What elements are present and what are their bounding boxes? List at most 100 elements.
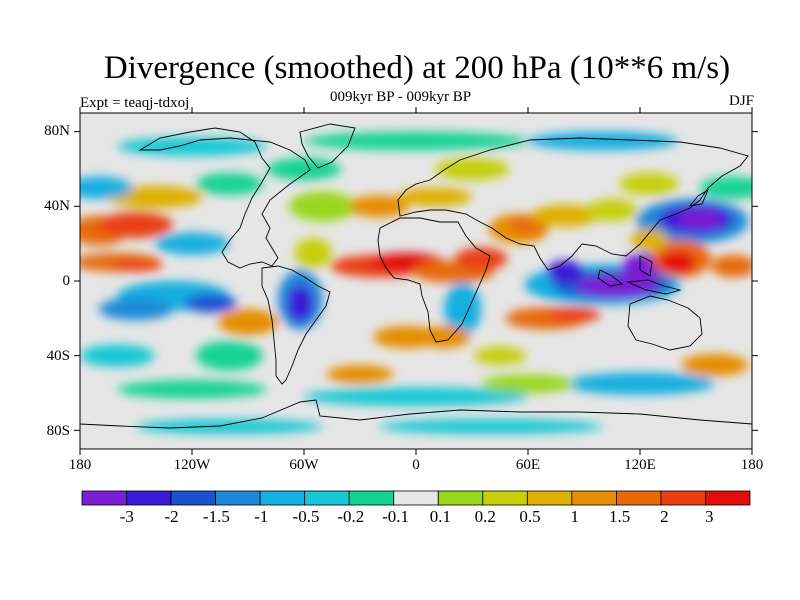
- lon-label-180e: 180: [740, 457, 764, 473]
- colorbar-swatch: [304, 490, 350, 506]
- coast-maritime-continent: [597, 255, 682, 295]
- lat-label-80n: 80N: [44, 123, 70, 139]
- axis-ticks: [74, 107, 758, 455]
- plot-subtitle: 009kyr BP - 009kyr BP: [330, 89, 472, 105]
- field-patch: [619, 172, 680, 196]
- colorbar-swatch: [571, 490, 617, 506]
- colorbar-swatch: [482, 490, 528, 506]
- field-patch: [326, 365, 394, 384]
- season-label: DJF: [728, 93, 754, 109]
- colorbar-label: -0.5: [292, 507, 320, 526]
- field-patch: [195, 340, 263, 371]
- colorbar-label: 3: [704, 507, 714, 526]
- coast-australia: [627, 295, 703, 351]
- field-patch: [218, 309, 278, 336]
- lon-label-0: 0: [412, 457, 420, 473]
- colorbar-swatch: [393, 490, 439, 506]
- lat-label-80s: 80S: [46, 423, 70, 439]
- field-patch: [481, 374, 575, 394]
- field-patch: [184, 294, 237, 313]
- colorbar-label: 0.1: [429, 507, 452, 526]
- field-patch: [528, 131, 678, 151]
- colorbar-label: -0.2: [337, 507, 365, 526]
- field-patch: [289, 191, 357, 222]
- field-patch: [117, 137, 267, 156]
- colorbar-label: 0.5: [519, 507, 541, 526]
- field-patch: [681, 353, 749, 377]
- colorbar-swatch: [215, 490, 261, 506]
- coast-north-america: [138, 127, 311, 269]
- field-patch: [378, 419, 603, 435]
- lon-label-60e: 60E: [515, 457, 541, 473]
- colorbar-label: 2: [660, 507, 669, 526]
- divergence-field: [80, 113, 752, 449]
- colorbar-swatch: [526, 490, 573, 506]
- colorbar-label: -1: [254, 507, 269, 526]
- colorbar-label: -3: [119, 507, 134, 526]
- colorbar-swatch: [705, 490, 751, 506]
- field-patch: [80, 344, 155, 367]
- coast-antarctica: [80, 399, 752, 429]
- field-patch: [585, 198, 639, 222]
- field-patch: [106, 185, 204, 209]
- field-patch: [154, 232, 230, 255]
- field-patch: [397, 187, 473, 207]
- field-patch: [136, 419, 323, 435]
- lat-label-40n: 40N: [44, 198, 70, 214]
- colorbar-label: -1.5: [202, 507, 230, 526]
- colorbar-label: -2: [164, 507, 179, 526]
- lat-label-40s: 40S: [46, 348, 70, 364]
- colorbar-label: -0.1: [382, 507, 410, 526]
- field-patch: [565, 372, 715, 395]
- colorbar-label: 0.2: [474, 507, 496, 526]
- field-patch: [531, 204, 599, 227]
- field-patch: [109, 260, 163, 272]
- lon-label-180w: 180: [68, 457, 92, 473]
- coast-eurasia: [397, 137, 749, 271]
- field-patch: [266, 157, 342, 181]
- colorbar-swatch: [259, 490, 306, 506]
- colorbar-swatch: [437, 490, 484, 506]
- plot-title: Divergence (smoothed) at 200 hPa (10**6 …: [103, 50, 731, 86]
- field-patch: [304, 131, 528, 151]
- field-patch: [630, 228, 668, 252]
- field-patch: [195, 172, 263, 196]
- field-patch: [98, 297, 174, 321]
- coast-japan: [688, 188, 709, 207]
- colorbar-swatch: [170, 490, 217, 506]
- field-patch: [658, 251, 696, 274]
- lon-label-120e: 120E: [624, 457, 656, 473]
- field-patches: [80, 131, 752, 435]
- coast-south-america: [261, 265, 331, 385]
- colorbar-swatch: [81, 490, 127, 506]
- colorbar-swatch: [348, 490, 395, 506]
- field-patch: [287, 284, 314, 323]
- field-patch: [699, 176, 752, 199]
- coast-africa: [377, 217, 491, 343]
- field-patch: [373, 325, 441, 349]
- field-patch: [80, 176, 133, 199]
- lon-label-120w: 120W: [173, 457, 211, 473]
- colorbar-swatch: [660, 490, 706, 506]
- field-patch: [117, 380, 267, 399]
- lon-label-60w: 60W: [289, 457, 319, 473]
- field-patch: [473, 346, 527, 366]
- colorbar-swatch: [126, 490, 172, 506]
- field-patch: [304, 387, 528, 407]
- coast-greenland: [299, 123, 356, 169]
- field-patch: [710, 254, 752, 278]
- lat-label-0: 0: [62, 273, 71, 289]
- field-patch: [294, 238, 332, 268]
- field-patch: [455, 247, 508, 270]
- field-patch: [677, 210, 723, 229]
- colorbar: [81, 490, 751, 506]
- field-patch: [444, 282, 482, 336]
- colorbar-label: 1: [570, 507, 580, 526]
- coastlines: [80, 123, 752, 429]
- field-patch: [434, 157, 510, 181]
- field-patch: [548, 307, 601, 323]
- field-patch: [546, 260, 584, 283]
- colorbar-label: 1.5: [608, 507, 631, 526]
- colorbar-swatch: [616, 490, 662, 506]
